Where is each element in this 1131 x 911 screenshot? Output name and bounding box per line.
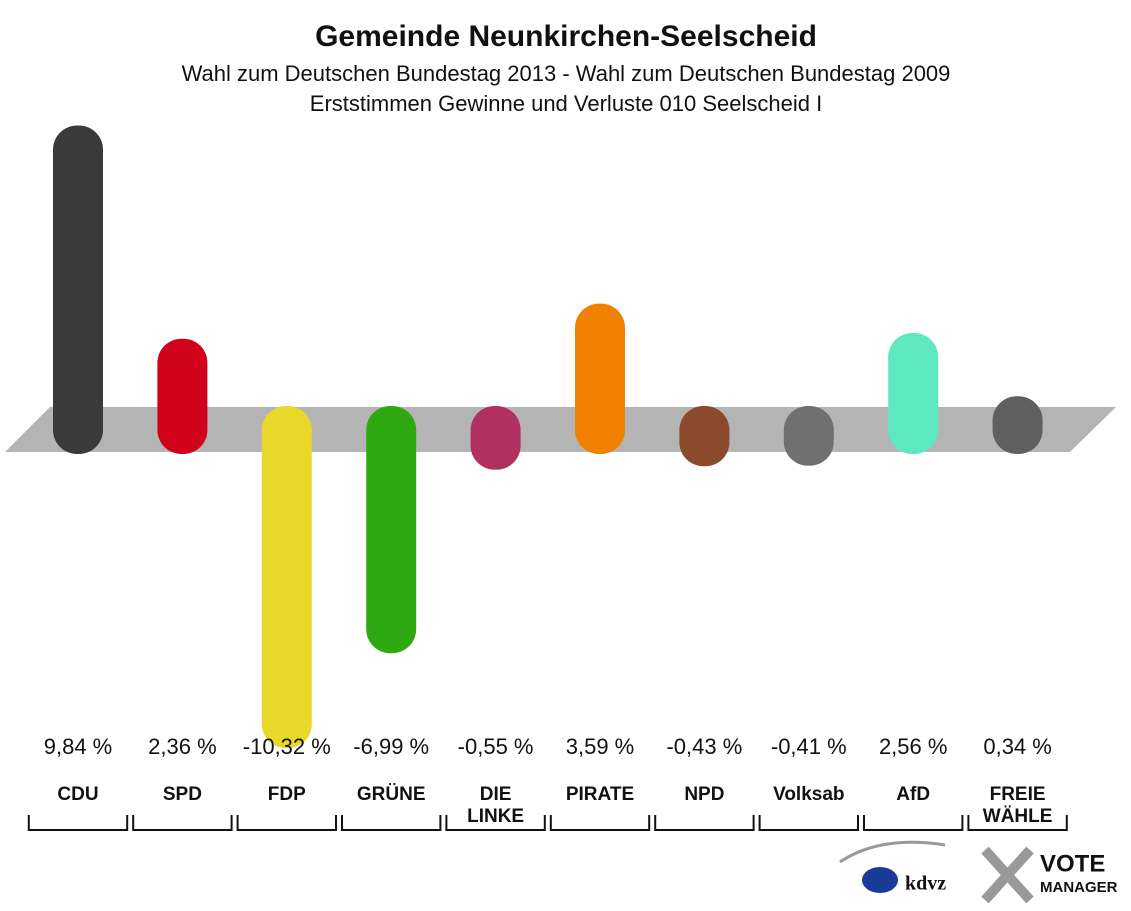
value-label: -0,41 % <box>771 734 847 759</box>
value-label: -0,43 % <box>666 734 742 759</box>
bar <box>470 406 521 470</box>
x-tick-label: SPD <box>163 784 202 805</box>
category-bracket <box>863 815 964 831</box>
chart-subtitle: Erststimmen Gewinne und Verluste 010 See… <box>310 91 822 116</box>
value-label: 3,59 % <box>566 734 635 759</box>
category-bracket <box>967 815 1068 831</box>
value-label: -0,55 % <box>458 734 534 759</box>
value-label: 2,36 % <box>148 734 217 759</box>
category-bracket <box>654 815 755 831</box>
value-label: -10,32 % <box>243 734 331 759</box>
category-bracket <box>549 815 651 831</box>
bar <box>783 406 834 466</box>
x-tick-label: NPD <box>684 784 724 805</box>
value-label: 9,84 % <box>44 734 113 759</box>
value-label: 2,56 % <box>879 734 948 759</box>
bar <box>53 125 103 454</box>
x-tick-label: FDP <box>268 784 306 805</box>
chart-title: Gemeinde Neunkirchen-Seelscheid <box>315 20 817 53</box>
logo-text: MANAGER <box>1040 879 1118 896</box>
bars <box>53 125 1043 749</box>
logo-text: VOTE <box>1040 850 1105 877</box>
logo: kdvz VOTE MANAGER <box>839 840 1118 904</box>
bar <box>575 303 625 454</box>
bar <box>679 406 730 467</box>
category-bracket <box>445 815 546 831</box>
bar <box>366 406 417 654</box>
x-tick-label: Volksab <box>773 784 844 805</box>
x-tick-label: CDU <box>57 784 98 805</box>
value-label: -6,99 % <box>353 734 429 759</box>
category-bracket <box>341 815 442 831</box>
bar <box>888 333 939 454</box>
category-bracket <box>236 815 337 831</box>
logo-swoosh <box>839 840 946 864</box>
chart-subtitle: Wahl zum Deutschen Bundestag 2013 - Wahl… <box>182 61 951 86</box>
x-tick-label: GRÜNE <box>357 784 426 805</box>
logo-text: kdvz <box>905 873 946 895</box>
bar <box>157 338 208 454</box>
category-bracket <box>132 815 233 831</box>
x-tick-label: DIE LINKE <box>467 784 524 827</box>
x-tick-label: PIRATE <box>566 784 634 805</box>
x-tick-label: AfD <box>896 784 930 805</box>
x-tick-label: FREIE WÄHLE <box>983 784 1053 827</box>
logo-ball <box>862 867 898 893</box>
category-bracket <box>27 815 129 831</box>
bar <box>261 406 312 749</box>
logo-cross <box>981 846 1034 904</box>
bar <box>992 396 1043 454</box>
category-bracket <box>758 815 859 831</box>
value-label: 0,34 % <box>983 734 1052 759</box>
